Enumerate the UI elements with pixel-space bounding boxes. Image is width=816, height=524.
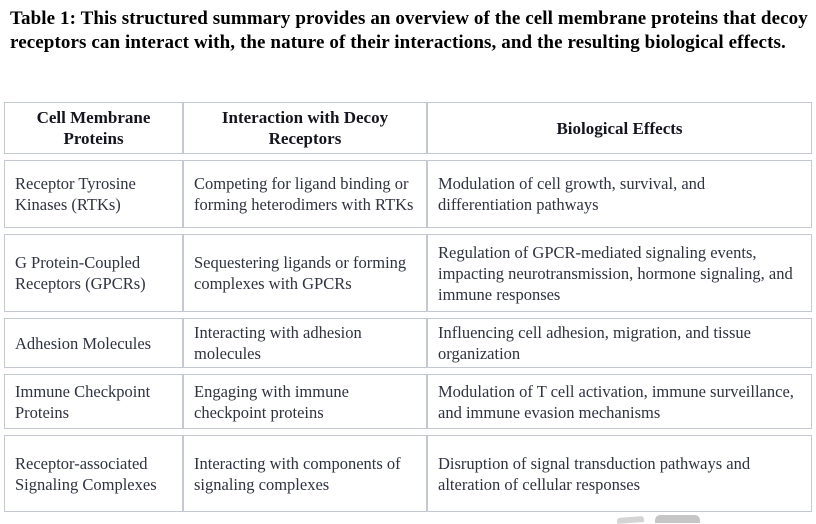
- table-cell-interaction: Engaging with immune checkpoint proteins: [183, 374, 427, 429]
- table-cell-protein: Receptor-associated Signaling Complexes: [4, 435, 183, 512]
- table-row: Adhesion Molecules Interacting with adhe…: [4, 318, 812, 368]
- table-cell-interaction: Interacting with adhesion molecules: [183, 318, 427, 368]
- table-cell-interaction: Sequestering ligands or forming complexe…: [183, 234, 427, 312]
- watermark-fragment: [655, 515, 700, 523]
- column-header-cell-membrane-proteins: Cell Membrane Proteins: [4, 102, 183, 154]
- table-cell-effects: Modulation of T cell activation, immune …: [427, 374, 812, 429]
- table-cell-interaction: Interacting with components of signaling…: [183, 435, 427, 512]
- table-row: G Protein-Coupled Receptors (GPCRs) Sequ…: [4, 234, 812, 312]
- table-row: Receptor-associated Signaling Complexes …: [4, 435, 812, 512]
- table-cell-protein: Adhesion Molecules: [4, 318, 183, 368]
- column-header-biological-effects: Biological Effects: [427, 102, 812, 154]
- table-cell-effects: Disruption of signal transduction pathwa…: [427, 435, 812, 512]
- table-caption: Table 1: This structured summary provide…: [10, 8, 808, 53]
- table-cell-effects: Regulation of GPCR-mediated signaling ev…: [427, 234, 812, 312]
- table-cell-interaction: Competing for ligand binding or forming …: [183, 160, 427, 228]
- watermark-fragment: [616, 516, 645, 524]
- table-cell-effects: Influencing cell adhesion, migration, an…: [427, 318, 812, 368]
- table-header-row: Cell Membrane Proteins Interaction with …: [4, 102, 812, 154]
- column-header-interaction-with-decoy-receptors: Interaction with Decoy Receptors: [183, 102, 427, 154]
- table-cell-protein: G Protein-Coupled Receptors (GPCRs): [4, 234, 183, 312]
- table-cell-protein: Receptor Tyrosine Kinases (RTKs): [4, 160, 183, 228]
- table-row: Receptor Tyrosine Kinases (RTKs) Competi…: [4, 160, 812, 228]
- cell-membrane-proteins-table: Cell Membrane Proteins Interaction with …: [4, 96, 812, 518]
- table-cell-effects: Modulation of cell growth, survival, and…: [427, 160, 812, 228]
- table-cell-protein: Immune Checkpoint Proteins: [4, 374, 183, 429]
- table-row: Immune Checkpoint Proteins Engaging with…: [4, 374, 812, 429]
